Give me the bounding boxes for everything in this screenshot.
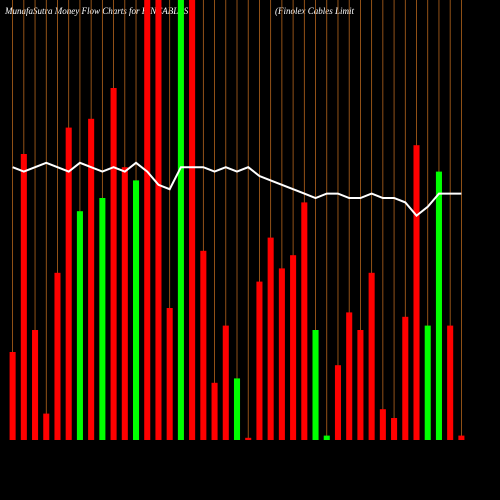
bar — [458, 435, 465, 440]
bar — [200, 250, 207, 440]
money-flow-line — [12, 161, 462, 217]
bar — [222, 325, 229, 440]
bar — [233, 378, 241, 440]
bar — [267, 237, 274, 440]
bar — [424, 325, 431, 440]
chart-subtitle: (Finolex Cables Limit — [275, 6, 354, 16]
bar — [334, 365, 342, 440]
bar — [43, 413, 50, 440]
bar — [32, 330, 39, 440]
bar — [278, 268, 285, 440]
bar — [346, 312, 353, 440]
bar — [54, 272, 61, 440]
bar — [245, 437, 252, 440]
bar — [76, 211, 83, 440]
bar — [132, 180, 140, 440]
bar — [447, 325, 454, 440]
bar — [435, 171, 442, 440]
bar — [166, 308, 173, 440]
bar — [323, 435, 330, 440]
bar — [189, 0, 196, 440]
bar — [256, 281, 263, 440]
bar — [9, 352, 16, 440]
bar — [177, 0, 184, 440]
bar — [379, 409, 386, 440]
bar — [99, 198, 106, 440]
bar — [312, 330, 319, 440]
bar — [144, 0, 151, 440]
bar — [155, 0, 162, 440]
bar — [402, 316, 409, 440]
bar — [211, 382, 218, 440]
bar — [121, 167, 128, 440]
bar — [368, 272, 375, 440]
chart-title: MunafaSutra Money Flow Charts for FINCAB… — [4, 6, 189, 16]
bar — [20, 154, 27, 440]
bar — [357, 330, 364, 440]
bar — [110, 88, 117, 440]
bar — [65, 127, 72, 440]
bar — [301, 202, 308, 440]
bar — [88, 118, 95, 441]
bar — [290, 255, 297, 440]
bar — [391, 418, 398, 440]
bar — [413, 145, 420, 440]
